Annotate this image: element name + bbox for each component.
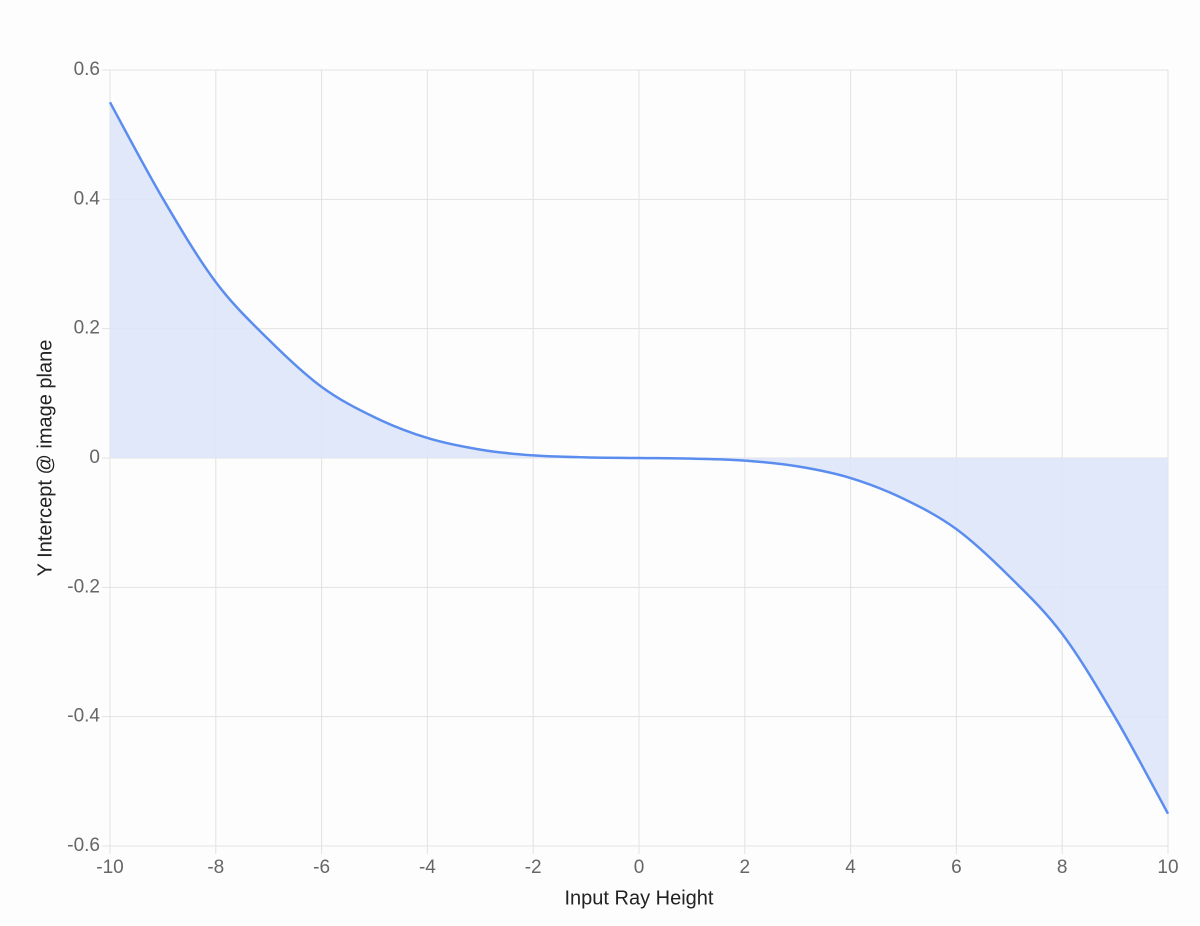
area-fill — [110, 102, 1168, 814]
y-tick-label: 0.6 — [74, 59, 100, 80]
y-axis-title: Y Intercept @ image plane — [34, 340, 56, 577]
x-tick-label: -8 — [207, 857, 224, 878]
y-tick-label: -0.4 — [67, 706, 100, 727]
y-tick-label: 0 — [89, 447, 100, 468]
x-tick-label: 4 — [845, 857, 856, 878]
y-tick-label: 0.4 — [74, 188, 101, 209]
x-tick-label: -2 — [525, 857, 542, 878]
x-tick-label: -6 — [313, 857, 330, 878]
line — [108, 101, 1170, 815]
x-tick-label: 10 — [1157, 857, 1178, 878]
y-tick-label: -0.6 — [67, 835, 100, 856]
y-tick-label: -0.2 — [67, 576, 100, 597]
x-tick-label: 8 — [1057, 857, 1068, 878]
x-tick-label: 2 — [740, 857, 751, 878]
x-tick-label: -4 — [419, 857, 436, 878]
x-axis-title: Input Ray Height — [565, 887, 714, 909]
x-tick-label: 6 — [951, 857, 962, 878]
x-tick-label: 0 — [634, 857, 645, 878]
x-tick-label: -10 — [96, 857, 123, 878]
y-tick-label: 0.2 — [74, 318, 100, 339]
